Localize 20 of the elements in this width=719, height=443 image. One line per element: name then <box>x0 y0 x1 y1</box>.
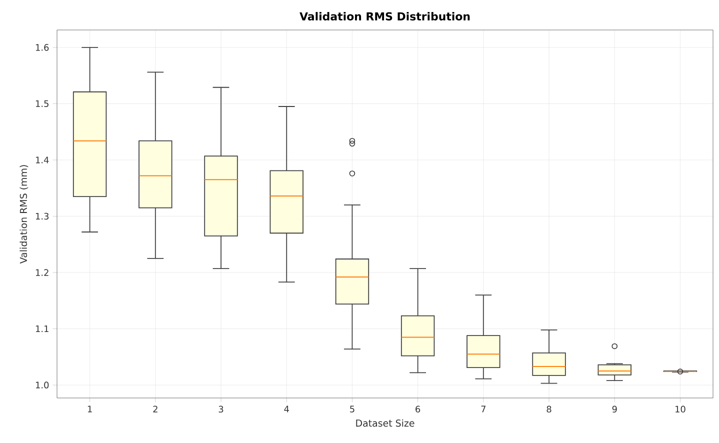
y-tick-label: 1.4 <box>36 156 49 164</box>
x-tick-label: 10 <box>675 406 686 413</box>
x-tick-label: 7 <box>481 406 486 412</box>
chart-title: Validation RMS Distribution <box>300 12 470 20</box>
x-axis-title: Dataset Size <box>356 419 414 427</box>
y-tick-label: 1.1 <box>36 326 48 332</box>
x-tick-label: 4 <box>284 406 289 412</box>
y-axis-title: Validation RMS (mm) <box>20 165 28 264</box>
y-tick-label: 1.3 <box>36 212 49 220</box>
x-tick-label: 2 <box>153 406 158 412</box>
y-tick-label: 1.6 <box>36 44 49 51</box>
x-tick-label: 5 <box>350 406 354 412</box>
x-tick-label: 8 <box>546 406 552 413</box>
x-tick-label: 9 <box>612 406 617 413</box>
x-tick-label: 1 <box>88 406 92 412</box>
y-tick-label: 1.0 <box>36 382 49 388</box>
y-tick-label: 1.2 <box>36 269 48 276</box>
x-tick-label: 6 <box>416 406 420 413</box>
x-tick-label: 3 <box>218 406 224 413</box>
y-tick-label: 1.5 <box>36 100 48 108</box>
